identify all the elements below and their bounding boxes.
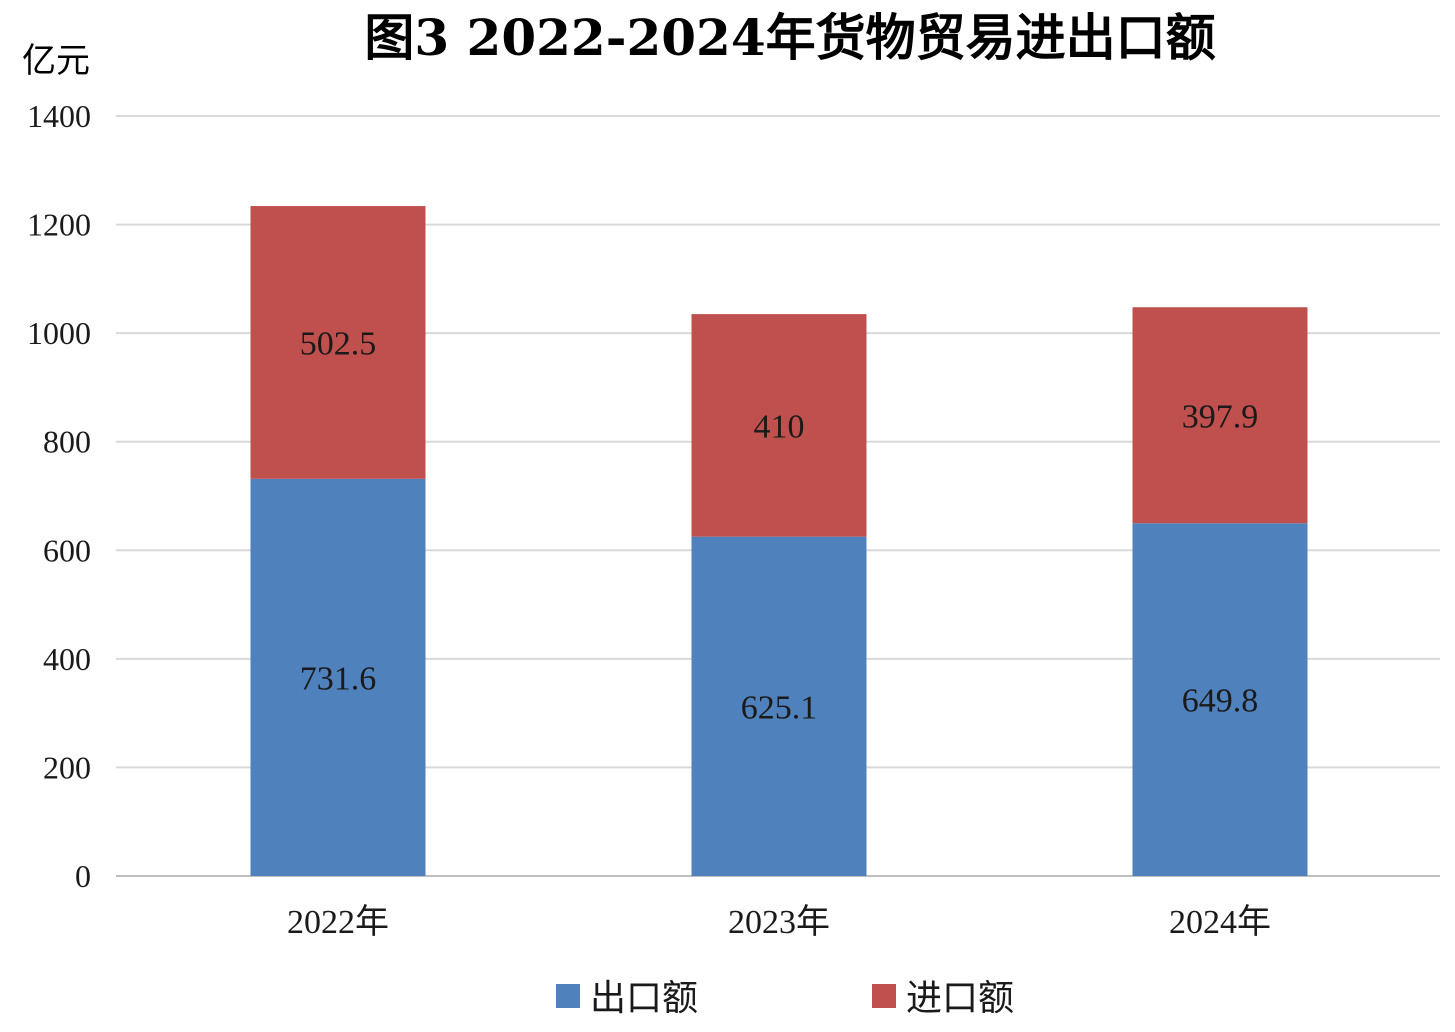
legend: 出口额 进口额	[556, 978, 1014, 1019]
y-axis-unit-label: 亿元	[22, 41, 90, 81]
bars	[250, 206, 1308, 876]
bar-segment-import	[691, 314, 867, 537]
y-tick-label: 200	[43, 749, 91, 785]
x-axis-categories: 2022年 2023年 2024年	[287, 903, 1271, 941]
bar-segment-export	[691, 536, 867, 876]
bar-segment-export	[250, 478, 426, 876]
data-label: 625.1	[741, 689, 818, 726]
y-tick-label: 1400	[27, 98, 91, 134]
data-label: 502.5	[300, 325, 377, 362]
data-label: 410	[754, 408, 805, 445]
y-tick-label: 0	[75, 858, 91, 894]
legend-swatch	[872, 984, 896, 1008]
legend-swatch	[556, 984, 580, 1008]
x-category-label: 2023年	[728, 903, 830, 941]
x-category-label: 2024年	[1169, 903, 1271, 941]
legend-label: 出口额	[590, 978, 698, 1019]
data-label: 649.8	[1182, 683, 1259, 720]
legend-label: 进口额	[906, 978, 1014, 1019]
data-label: 731.6	[300, 660, 377, 697]
y-tick-label: 400	[43, 641, 91, 677]
data-labels: 731.6 502.5 625.1 410 649.8 397.9	[300, 325, 1259, 726]
y-tick-label: 800	[43, 424, 91, 460]
y-tick-label: 1200	[27, 207, 91, 243]
bar-segment-import	[250, 206, 426, 479]
chart-title: 图3 2022-2024年货物贸易进出口额	[364, 8, 1215, 67]
data-label: 397.9	[1182, 398, 1259, 435]
bar-segment-export	[1132, 523, 1308, 876]
y-tick-label: 1000	[27, 315, 91, 351]
y-tick-label: 600	[43, 532, 91, 568]
y-axis-ticks: 0 200 400 600 800 1000 1200 1400	[27, 98, 91, 894]
bar-segment-import	[1132, 307, 1308, 524]
x-category-label: 2022年	[287, 903, 389, 941]
